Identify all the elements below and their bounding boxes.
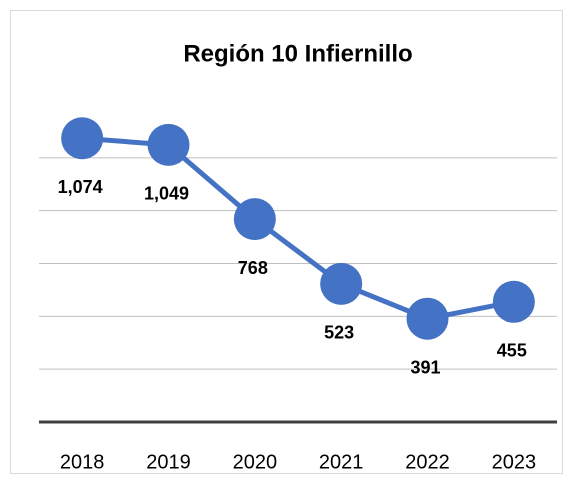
x-tick-label: 2021 <box>319 451 364 473</box>
data-label: 455 <box>497 341 527 361</box>
data-label: 1,074 <box>58 177 103 197</box>
marker <box>61 117 104 160</box>
x-tick-label: 2020 <box>233 451 278 473</box>
data-label: 523 <box>324 323 354 343</box>
data-label: 768 <box>238 258 268 278</box>
marker <box>320 262 363 305</box>
x-tick-label: 2019 <box>146 451 191 473</box>
data-label: 1,049 <box>144 184 189 204</box>
x-tick-label: 2022 <box>405 451 450 473</box>
marker <box>147 123 190 166</box>
chart-title: Región 10 Infiernillo <box>183 40 412 67</box>
x-tick-label: 2023 <box>492 451 537 473</box>
marker <box>233 198 276 241</box>
marker <box>492 280 535 323</box>
data-label: 391 <box>410 357 440 377</box>
x-tick-label: 2018 <box>60 451 105 473</box>
marker <box>406 297 449 340</box>
